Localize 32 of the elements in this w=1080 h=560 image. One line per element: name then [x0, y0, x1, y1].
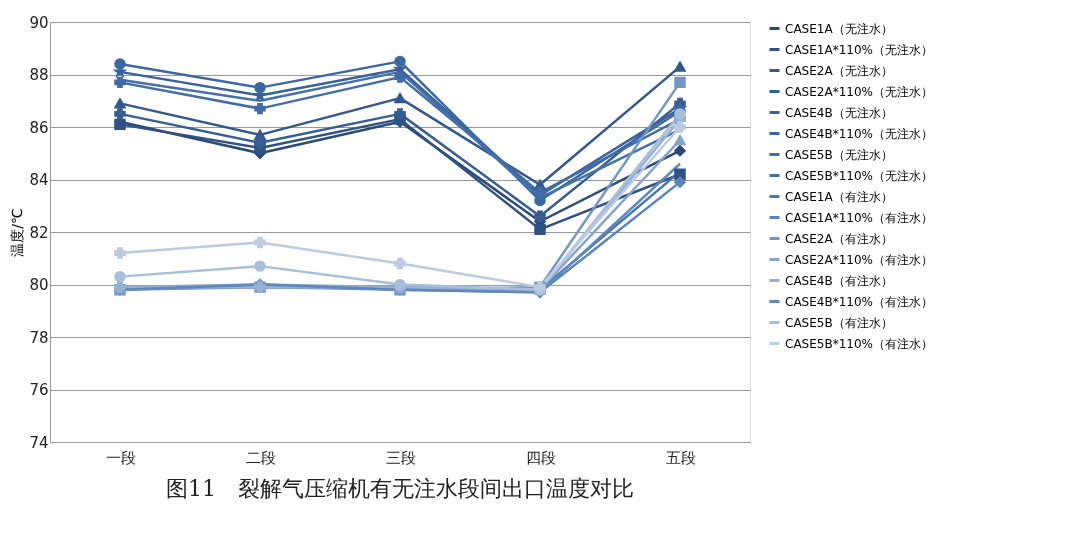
x-tick-label: 五段: [665, 448, 696, 467]
legend-label: CASE4B（无注水）: [785, 105, 893, 120]
y-axis-title: 温度/℃: [9, 208, 26, 257]
y-tick-label: 78: [29, 328, 49, 347]
legend-label: CASE5B*110%（无注水）: [785, 168, 933, 183]
x-tick-label: 四段: [525, 448, 556, 467]
legend-label: CASE4B*110%（无注水）: [785, 126, 933, 141]
legend-label: CASE5B*110%（有注水）: [785, 336, 933, 351]
y-tick-label: 74: [29, 433, 49, 452]
y-tick-label: 90: [29, 13, 49, 32]
x-tick-label: 二段: [245, 448, 276, 467]
legend-label: CASE2A*110%（有注水）: [785, 252, 933, 267]
legend-label: CASE1A（无注水）: [785, 21, 893, 36]
legend-label: CASE4B（有注水）: [785, 273, 893, 288]
legend-label: CASE2A（无注水）: [785, 63, 893, 78]
legend-label: CASE1A*110%（无注水）: [785, 42, 933, 57]
y-tick-label: 86: [29, 118, 49, 137]
x-tick-label: 三段: [385, 448, 416, 467]
legend-label: CASE2A*110%（无注水）: [785, 84, 933, 99]
y-tick-label: 88: [29, 66, 49, 84]
y-tick-label: 84: [29, 171, 49, 189]
legend-label: CASE1A*110%（有注水）: [785, 210, 933, 225]
y-tick-label: 82: [29, 223, 49, 242]
y-tick-label: 80: [29, 276, 49, 294]
legend-label: CASE4B*110%（有注水）: [785, 294, 933, 309]
legend-label: CASE5B（无注水）: [785, 147, 893, 162]
legend-label: CASE2A（有注水）: [785, 231, 893, 246]
text: 图11 裂解气压缩机有无注水段间出口温度对比: [166, 476, 634, 501]
x-tick-label: 一段: [105, 448, 136, 467]
legend-label: CASE1A（有注水）: [785, 189, 893, 204]
legend-label: CASE5B（有注水）: [785, 315, 893, 330]
y-tick-label: 76: [29, 381, 49, 399]
